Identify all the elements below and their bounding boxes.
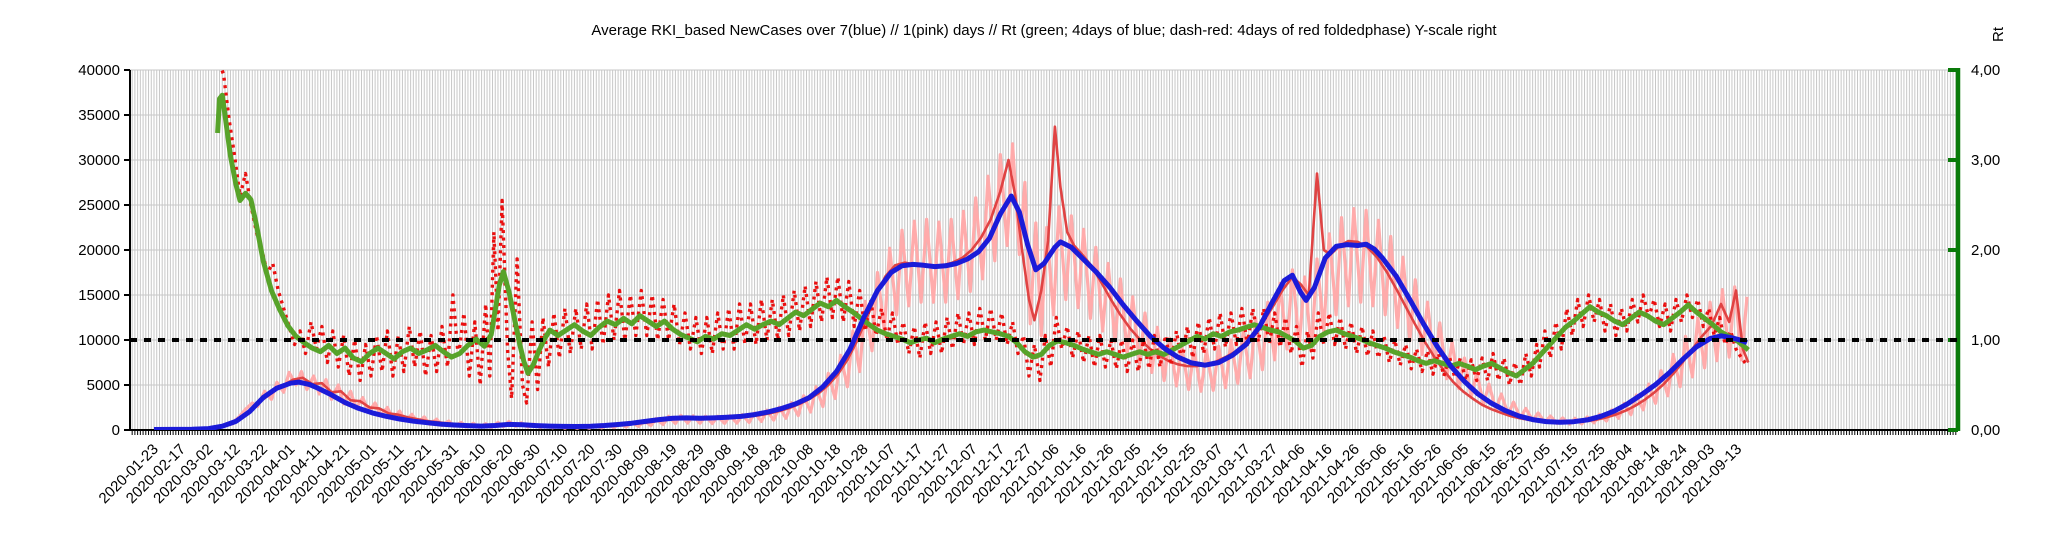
y-axis-left bbox=[124, 69, 131, 431]
x-axis-labels: 2020-01-232020-02-172020-03-022020-03-12… bbox=[96, 441, 1746, 507]
y-axis-left-label: 40000 bbox=[78, 62, 120, 79]
y-axis-right-labels: 0,00 1,00 2,00 3,00 4,00 bbox=[1971, 62, 2000, 439]
y-axis-right-title: Rt bbox=[1990, 26, 2007, 42]
y-axis-right-label: 4,00 bbox=[1971, 62, 2000, 79]
y-axis-left-label: 25000 bbox=[78, 197, 120, 214]
horizontal-gridlines bbox=[130, 69, 1958, 386]
y-axis-left-label: 35000 bbox=[78, 107, 120, 124]
y-axis-left-label: 0 bbox=[112, 422, 120, 439]
y-axis-right-label: 0,00 bbox=[1971, 422, 2000, 439]
x-axis bbox=[130, 429, 1958, 435]
y-axis-left-label: 30000 bbox=[78, 152, 120, 169]
y-axis-left-label: 10000 bbox=[78, 332, 120, 349]
y-axis-right-label: 2,00 bbox=[1971, 242, 2000, 259]
series-rt-4days-of-red-foldedphase-dash-red- bbox=[219, 68, 1749, 405]
y-axis-left-label: 5000 bbox=[87, 377, 120, 394]
series-newcases-averaged-over-7-days-blue- bbox=[153, 193, 1748, 430]
y-axis-right bbox=[1948, 68, 1961, 432]
y-axis-left-labels: 0 5000 10000 15000 20000 25000 30000 35000 40000 bbox=[78, 62, 120, 439]
chart-title: Average RKI_based NewCases over 7(blue) … bbox=[591, 22, 1497, 39]
y-axis-right-label: 1,00 bbox=[1971, 332, 2000, 349]
y-axis-left-label: 20000 bbox=[78, 242, 120, 259]
y-axis-right-label: 3,00 bbox=[1971, 152, 2000, 169]
series-rt-4days-of-blue-green- bbox=[215, 92, 1750, 379]
y-axis-left-label: 15000 bbox=[78, 287, 120, 304]
